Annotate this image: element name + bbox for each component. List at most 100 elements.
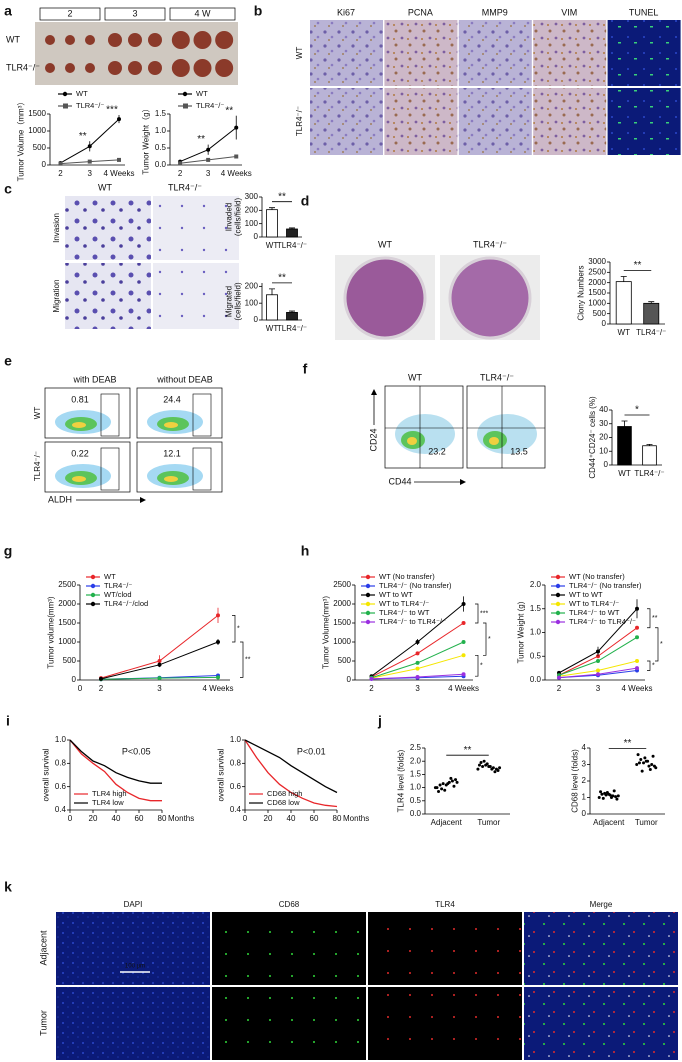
y-tick-label: 1.0 [55, 735, 67, 744]
significance: ** [225, 105, 233, 116]
y-tick-label: 0.8 [230, 758, 242, 767]
x-tick-label: 20 [89, 814, 98, 823]
legend-label: TLR4⁻/⁻/clod [104, 599, 148, 608]
significance: * [237, 626, 240, 633]
x-tick-label: 40 [112, 814, 121, 823]
error-bar [620, 276, 627, 282]
point [437, 790, 441, 794]
x-tick-label: 40 [287, 814, 296, 823]
tumor [148, 61, 162, 75]
micrograph [56, 987, 210, 1060]
y-axis-label: Tumor volume(mm³) [47, 596, 56, 668]
x-origin-label: 0 [78, 684, 83, 693]
y-tick-label: 0.0 [155, 160, 167, 169]
point [614, 795, 618, 799]
marker [206, 147, 211, 152]
point [615, 797, 619, 801]
panel-label: f [303, 361, 308, 377]
panel-label: c [4, 181, 12, 197]
micrograph [65, 263, 151, 329]
significance: * [660, 641, 663, 648]
point [650, 763, 654, 766]
y-tick-label: 1.0 [410, 783, 422, 792]
legend-marker [90, 592, 96, 598]
panel-label: i [6, 713, 10, 729]
marker [117, 117, 121, 122]
micrograph [212, 912, 366, 985]
gate-value: 23.2 [428, 446, 446, 456]
tumor [45, 35, 55, 45]
y-tick-label: 1500 [28, 109, 46, 118]
y-tick-label: 2000 [58, 599, 76, 608]
series-line [244, 739, 338, 794]
y-tick-label: 2000 [588, 278, 606, 287]
legend-marker [555, 583, 561, 589]
point [640, 769, 644, 773]
y-tick-label: 0 [602, 319, 607, 328]
point [643, 756, 647, 760]
tumor [193, 31, 212, 49]
y-axis-label: Tumor Volume(mm³) [322, 596, 331, 669]
panel-label: j [377, 713, 382, 729]
micrograph [368, 987, 522, 1060]
flow-density [164, 476, 178, 482]
error-bar [646, 443, 653, 446]
series-line [100, 615, 219, 679]
gate-value: 12.1 [163, 448, 181, 458]
flow-density [489, 437, 499, 445]
legend-marker [182, 91, 188, 97]
legend-marker [555, 610, 561, 616]
tumor [171, 31, 190, 49]
significance-bracket [647, 608, 651, 629]
legend-marker [90, 574, 96, 580]
micrograph [384, 88, 458, 155]
column-label: CD68 [279, 900, 300, 909]
axis-label: CD24 [368, 428, 378, 451]
y-tick-label: 1500 [333, 618, 351, 627]
marker [216, 640, 220, 644]
legend-label: TLR4⁻/⁻ (No transfer) [379, 581, 452, 590]
point [636, 753, 640, 757]
gate [192, 393, 212, 437]
legend-label: TLR4⁻/⁻ to TLR4⁻/⁻ [569, 617, 636, 626]
gate-value: 13.5 [510, 446, 528, 456]
x-tick-label: 80 [158, 814, 167, 823]
y-axis-label: Invaded [224, 203, 233, 231]
significance-bracket [647, 660, 651, 671]
tumor [148, 33, 162, 47]
legend-marker [365, 601, 371, 607]
y-tick-label: 2.5 [410, 743, 422, 752]
marker [596, 649, 600, 654]
significance: *** [480, 610, 488, 617]
legend-marker [90, 583, 96, 589]
legend-label: TLR4⁻/⁻ to WT [379, 608, 430, 617]
column-label: TLR4⁻/⁻ [480, 372, 514, 382]
flow-density [72, 422, 86, 428]
y-tick-label: 0 [72, 675, 77, 684]
marker [635, 635, 639, 640]
legend-label: TLR4⁻/⁻ [76, 101, 104, 110]
colony-dish [448, 256, 532, 340]
marker [117, 157, 121, 162]
legend-marker [90, 601, 96, 607]
y-tick-label: 200 [245, 205, 259, 214]
row-label: Tumor [38, 1010, 48, 1036]
legend-marker [63, 103, 68, 109]
x-tick-label: 3 [206, 169, 211, 178]
y-tick-label: 1.5 [155, 109, 167, 118]
x-tick-label: 3 [157, 684, 162, 693]
y-axis-label: (cells/field) [233, 198, 242, 237]
marker [415, 674, 420, 679]
row-label: Invasion [52, 213, 61, 243]
y-tick-label: 0.6 [230, 782, 242, 791]
y-tick-label: 100 [245, 219, 259, 228]
micrograph [65, 196, 151, 260]
significance: * [488, 636, 491, 643]
x-tick-label: WT [266, 324, 279, 333]
arrowhead [460, 479, 466, 485]
marker [157, 659, 162, 663]
y-tick-label: 0.4 [55, 805, 67, 814]
